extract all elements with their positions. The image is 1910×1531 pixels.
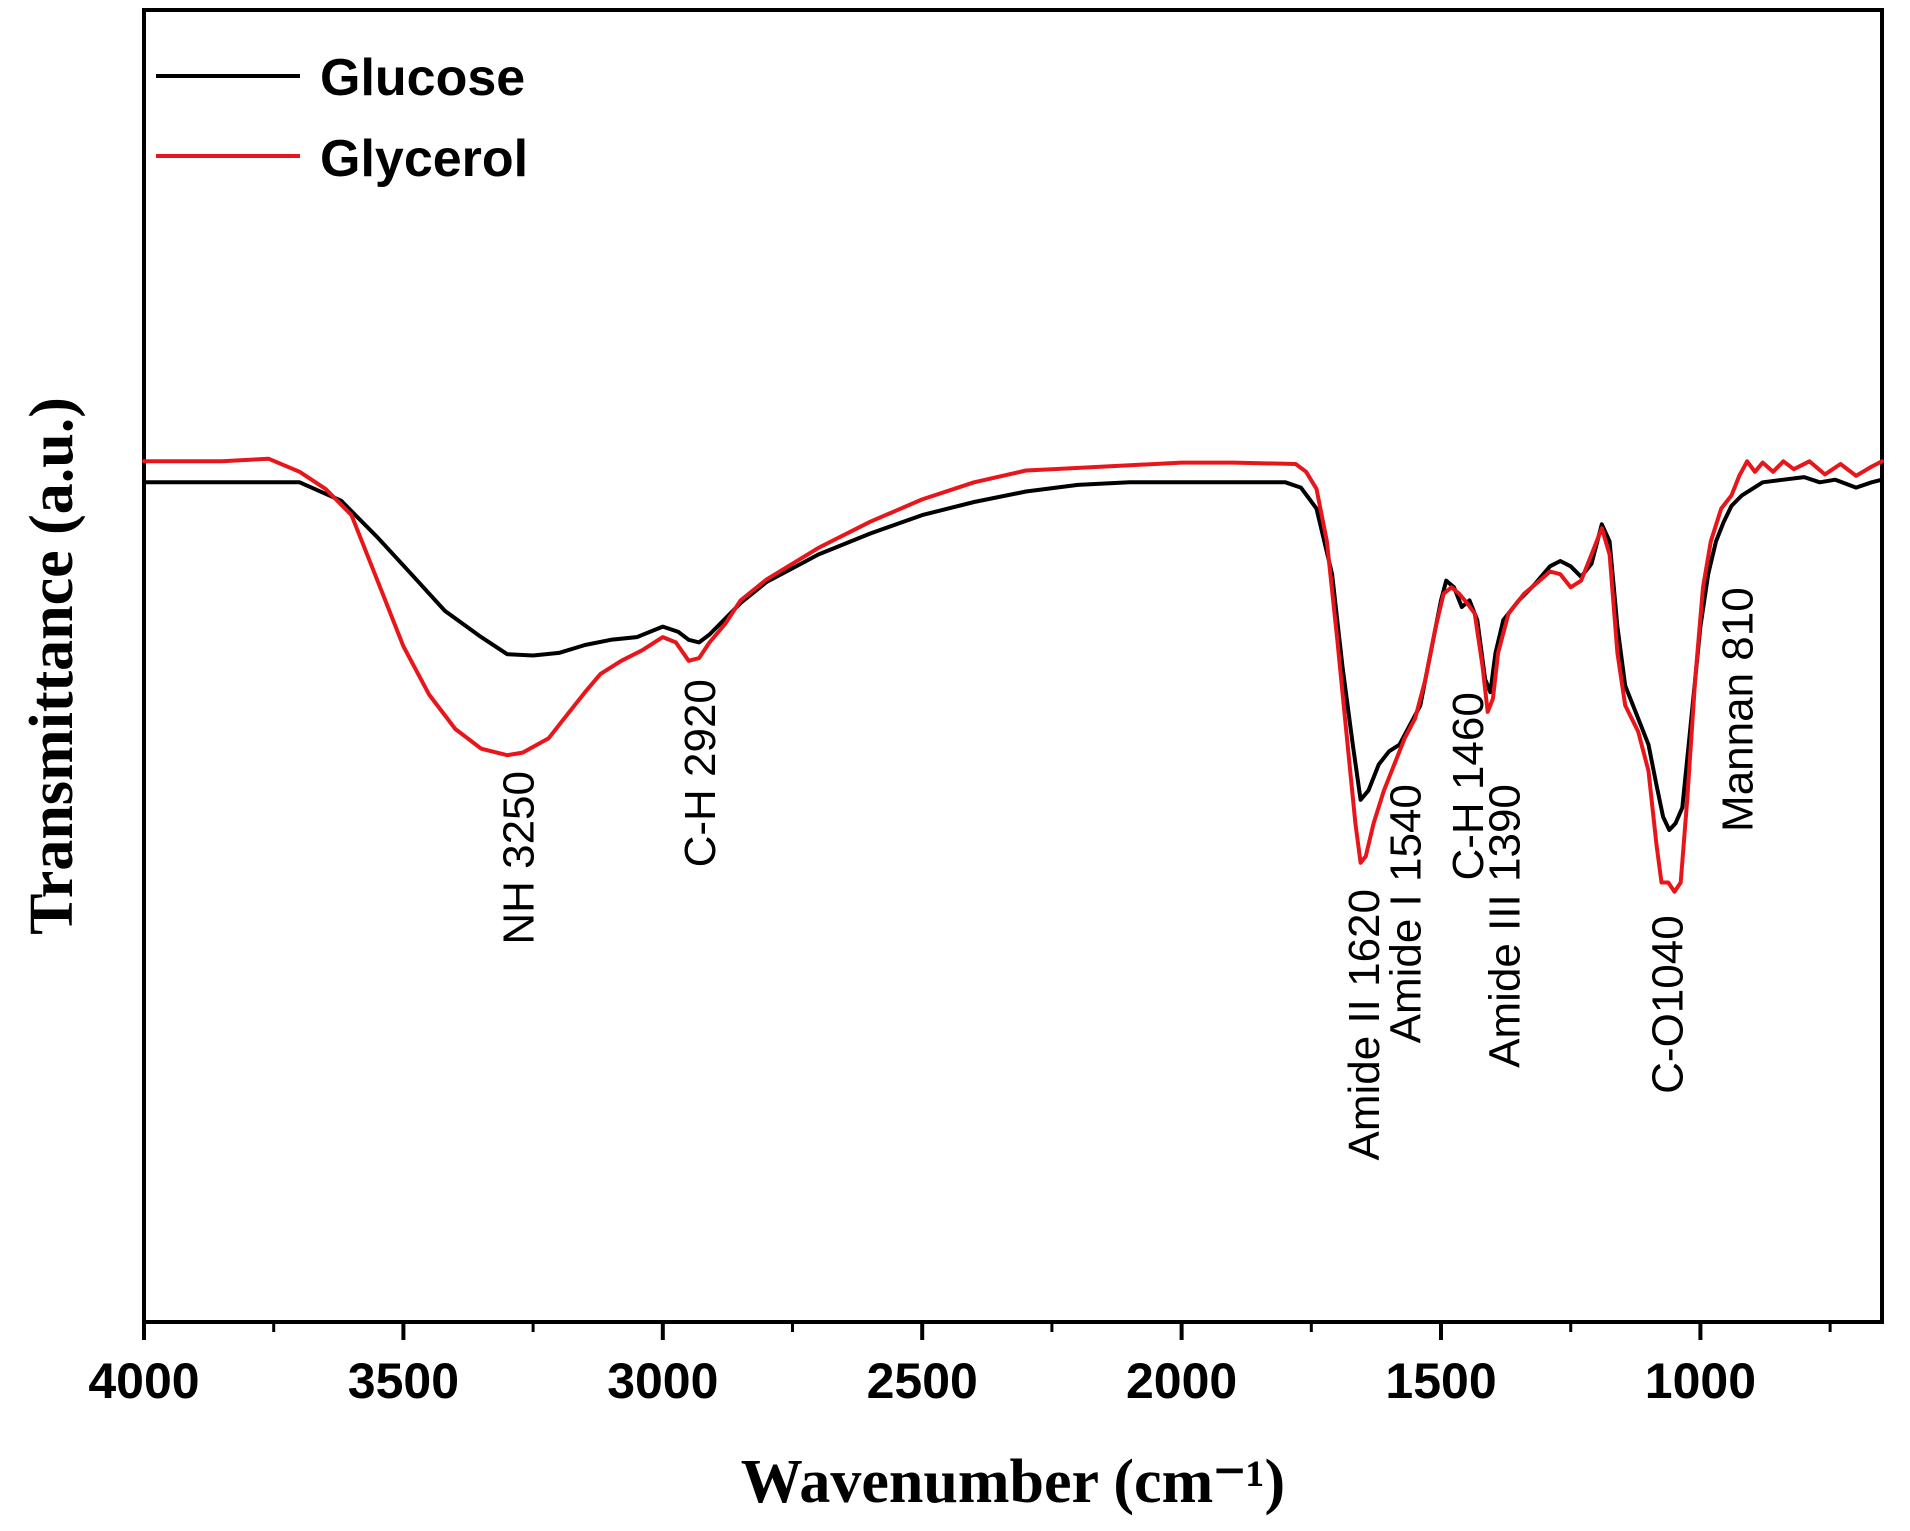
- x-axis-title: Wavenumber (cm⁻¹): [741, 1448, 1285, 1516]
- series-line-glucose: [142, 475, 1884, 832]
- x-tick-label-3000: 3000: [607, 1353, 718, 1409]
- annotation-4: C-H 1460: [1444, 692, 1493, 880]
- legend-label-glucose: Glucose: [320, 49, 525, 107]
- annotation-7: Mannan 810: [1714, 587, 1763, 832]
- x-tick-label-2500: 2500: [867, 1353, 978, 1409]
- annotation-6: C-O1040: [1644, 915, 1693, 1094]
- y-axis-title: Transmittance (a.u.): [18, 397, 86, 935]
- x-axis-ticks: 4000 3500 3000 2500 2000 1500 1000: [88, 1322, 1832, 1409]
- annotation-5: Amide III 1390: [1480, 784, 1529, 1068]
- x-tick-label-1500: 1500: [1385, 1353, 1496, 1409]
- series-line-glycerol: [142, 456, 1884, 894]
- legend-label-glycerol: Glycerol: [320, 130, 528, 188]
- legend: Glucose Glycerol: [156, 49, 528, 188]
- x-tick-label-2000: 2000: [1126, 1353, 1237, 1409]
- annotation-0: NH 3250: [495, 771, 544, 945]
- x-tick-label-4000: 4000: [88, 1353, 199, 1409]
- annotation-2: Amide II 1620: [1340, 889, 1389, 1161]
- plot-frame: [142, 8, 1884, 1324]
- series-layer: [142, 456, 1884, 894]
- annotation-1: C-H 2920: [676, 679, 725, 867]
- x-tick-label-1000: 1000: [1645, 1353, 1756, 1409]
- annotation-3: Amide I 1540: [1382, 784, 1431, 1043]
- x-tick-label-3500: 3500: [348, 1353, 459, 1409]
